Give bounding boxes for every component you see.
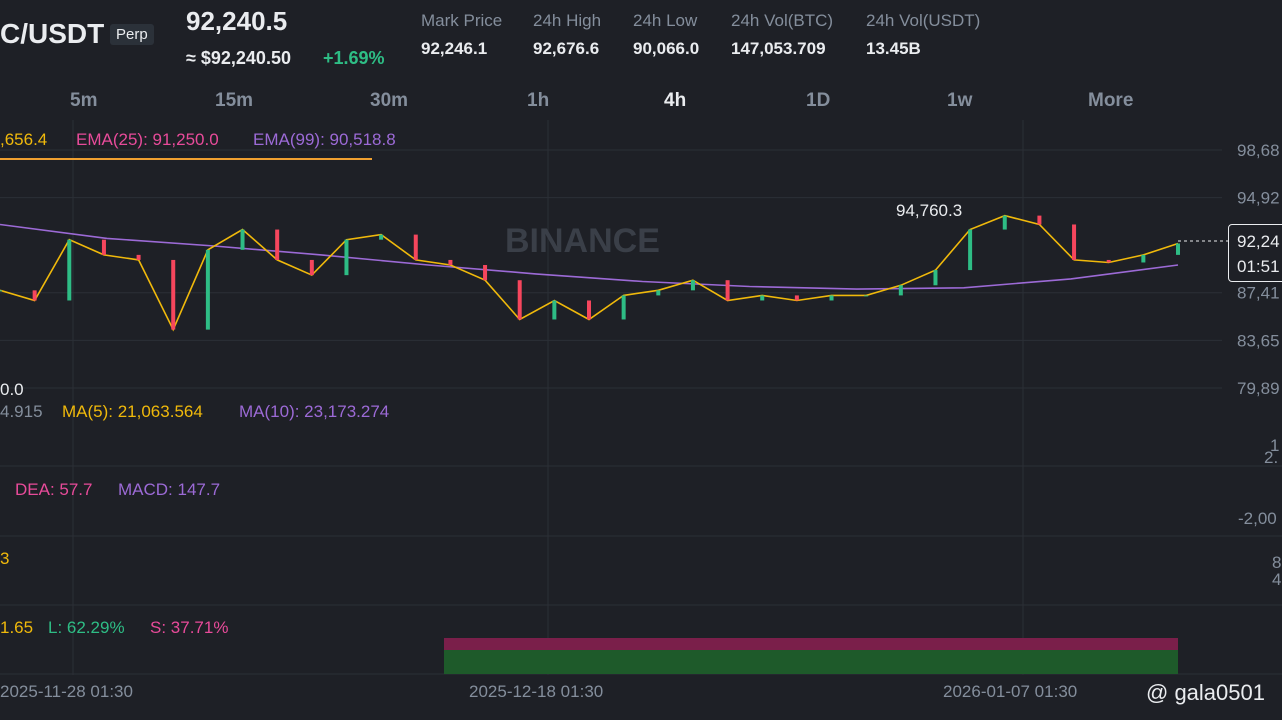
credit: @ gala0501 <box>1146 680 1265 705</box>
macd-axis: -2,00 <box>1238 509 1277 528</box>
stat-label: Mark Price <box>421 11 503 30</box>
ls-ratio: 1.65 <box>0 618 34 637</box>
candle <box>725 280 730 301</box>
stat-value: 90,066.0 <box>633 39 700 58</box>
y-tick-label: 98,68 <box>1237 141 1280 160</box>
watermark: BINANCE <box>505 222 660 260</box>
candle <box>240 229 245 250</box>
candle <box>448 259 453 266</box>
candle <box>171 259 176 330</box>
ls-short: S: 37.71% <box>150 618 229 637</box>
ema7: ,656.4 <box>0 130 48 149</box>
interval[interactable]: 15m <box>215 90 254 111</box>
date-label: 2025-12-18 01:30 <box>469 682 604 701</box>
candle <box>656 290 661 296</box>
usd-price: ≈ $92,240.50 <box>186 48 291 68</box>
candle <box>552 300 557 320</box>
candle <box>344 239 349 276</box>
ls-short-area <box>444 638 1178 650</box>
interval[interactable]: 5m <box>70 90 98 111</box>
candle <box>968 229 973 271</box>
y-tick-label: 79,89 <box>1237 379 1280 398</box>
candle <box>309 259 314 276</box>
countdown: 01:51 <box>1237 257 1280 276</box>
change: +1.69% <box>323 48 385 68</box>
candle <box>413 234 418 260</box>
candle <box>587 300 591 320</box>
candle <box>1072 224 1077 260</box>
ema99: EMA(99): 90,518.8 <box>253 130 396 149</box>
y-tick-label: 94,92 <box>1237 189 1280 208</box>
high-label: 94,760.3 <box>896 201 963 220</box>
candle <box>1037 215 1042 225</box>
candle <box>0 290 2 292</box>
rsi-label: 3 <box>0 549 10 568</box>
symbol[interactable]: C/USDT <box>0 18 105 49</box>
stat-label: 24h Low <box>633 11 698 30</box>
stat-label: 24h Vol(BTC) <box>731 11 834 30</box>
candle <box>760 295 765 301</box>
candle <box>898 285 903 296</box>
volume: 4.915 <box>0 402 43 421</box>
price-tag: 92,24 <box>1237 232 1280 251</box>
candle <box>1106 259 1111 263</box>
interval[interactable]: 30m <box>370 90 409 111</box>
candle <box>794 295 799 301</box>
rsi-axis: 4 <box>1272 570 1282 589</box>
candle <box>32 290 37 301</box>
candle <box>1176 243 1180 255</box>
y-tick-label: 87,41 <box>1237 284 1280 303</box>
ema99-line <box>0 223 1179 290</box>
interval[interactable]: 1w <box>947 90 973 111</box>
stat-value: 147,053.709 <box>731 39 826 58</box>
vol-ma10: MA(10): 23,173.274 <box>239 402 390 421</box>
candle <box>621 295 626 320</box>
candle <box>933 270 938 286</box>
candle <box>829 295 834 301</box>
last-price: 92,240.5 <box>186 6 288 36</box>
candle <box>379 234 384 240</box>
candle <box>1141 254 1146 263</box>
rsi-axis: 8 <box>1272 553 1282 572</box>
interval[interactable]: 4h <box>664 90 687 111</box>
closes-line <box>0 214 1179 332</box>
vol-axis: 2. <box>1264 448 1279 467</box>
candle <box>690 280 695 291</box>
candle <box>275 229 280 260</box>
macd-value: MACD: 147.7 <box>118 480 221 499</box>
candle <box>517 280 522 320</box>
candle <box>101 239 106 255</box>
y-tick-label: 83,65 <box>1237 331 1280 350</box>
ema25: EMA(25): 91,250.0 <box>76 130 219 149</box>
ls-long: L: 62.29% <box>48 618 125 637</box>
vol-axis: 1 <box>1270 436 1280 455</box>
perp-tag: Perp <box>110 24 154 45</box>
candle <box>864 295 869 297</box>
candle <box>483 265 488 281</box>
macd-dea: DEA: 57.7 <box>15 480 93 499</box>
stat-value: 92,676.6 <box>533 39 600 58</box>
interval[interactable]: More <box>1088 90 1134 111</box>
date-label: 2026-01-07 01:30 <box>943 682 1078 701</box>
candle <box>1002 215 1007 230</box>
stat-value: 92,246.1 <box>421 39 488 58</box>
candle <box>67 239 72 301</box>
date-label: 2025-11-28 01:30 <box>0 682 133 701</box>
stat-value: 13.45B <box>866 39 921 58</box>
vol-ma5: MA(5): 21,063.564 <box>62 402 203 421</box>
candle <box>205 249 210 330</box>
stat-label: 24h Vol(USDT) <box>866 11 981 30</box>
stat-label: 24h High <box>533 11 602 30</box>
interval[interactable]: 1D <box>806 90 831 111</box>
interval[interactable]: 1h <box>527 90 550 111</box>
candle <box>136 254 141 260</box>
low-label: 0.0 <box>0 380 24 399</box>
